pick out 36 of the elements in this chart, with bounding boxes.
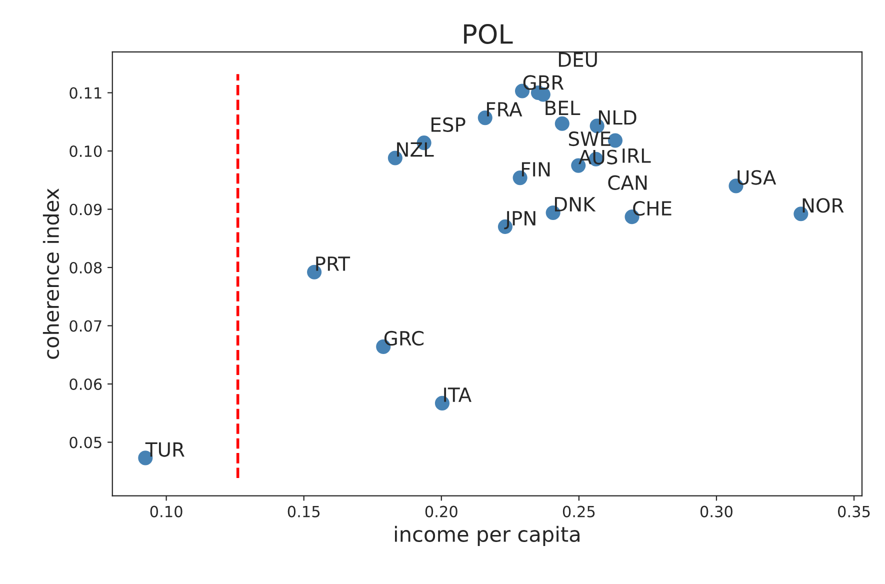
annotation: FRA [487,102,522,116]
annotation: GRC [384,330,424,346]
y-tick-label: 0.08 [70,262,102,274]
annotation: TUR [145,442,184,457]
chart-title: POL [464,24,513,44]
annotation: PRT [316,256,350,271]
y-tick-label: 0.06 [70,378,102,390]
x-tick-label: 0.35 [838,506,870,518]
annotation: NLD [598,110,636,125]
annotation: GBR [523,75,564,90]
annotation: NOR [802,198,844,213]
y-tick-label: 0.07 [70,320,102,332]
x-tick-label: 0.10 [150,506,182,518]
annotation: NZL [397,142,434,157]
annotation: CHE [633,200,672,216]
x-tick-label: 0.25 [562,506,595,518]
y-tick-label: 0.11 [70,87,102,99]
x-tick-label: 0.15 [288,506,320,518]
annotation: DNK [554,197,596,212]
annotation: CAN [608,175,647,190]
annotation: BEL [546,100,580,115]
annotation: USA [738,170,776,185]
x-tick-label: 0.20 [425,506,458,518]
annotation: FIN [522,162,550,176]
y-tick-label: 0.05 [70,436,102,448]
x-tick-label: 0.30 [700,506,732,518]
y-tick-label: 0.09 [70,204,102,216]
x-axis-title: income per capita [394,526,580,546]
point [554,116,570,131]
annotation: JPN [504,211,536,230]
annotation: IRL [622,148,651,163]
annotation: ITA [444,388,472,402]
annotation: DEU [558,52,597,67]
annotation: ESP [432,117,466,132]
y-tick-label: 0.10 [70,145,102,158]
y-axis-title: coherence index [42,188,60,359]
